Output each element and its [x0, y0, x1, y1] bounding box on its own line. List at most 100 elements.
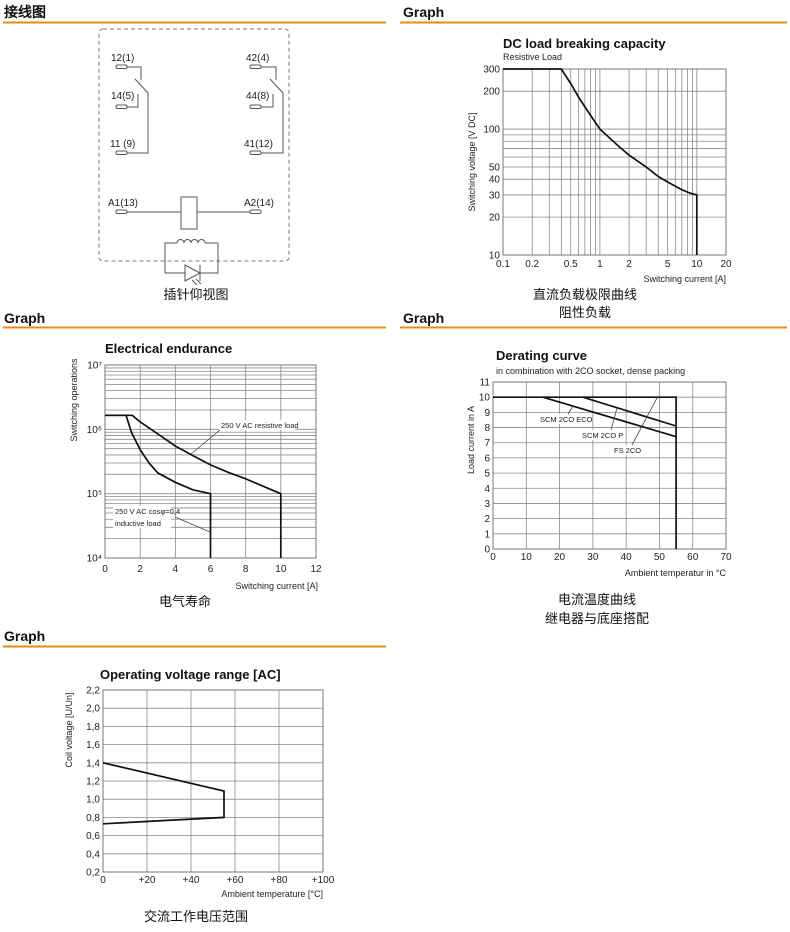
series-line-0: [102, 761, 225, 825]
y-axis-label: Coil voltage [U/Un]: [64, 692, 74, 767]
y-tick-label: 300: [483, 65, 500, 76]
pin-label-11: 11 (9): [110, 139, 135, 150]
derating-caption-1: 电流温度曲线: [558, 592, 636, 608]
x-tick-label: +100: [312, 875, 335, 886]
graph-header-title: Graph: [403, 310, 444, 326]
x-tick-label: 0: [100, 875, 106, 886]
y-tick-label: 30: [489, 190, 501, 201]
y-tick-label: 6: [484, 453, 490, 464]
x-tick-label: +80: [271, 875, 288, 886]
contact-switch-icons: [127, 66, 284, 154]
pin-label-a1: A1(13): [108, 198, 138, 209]
chart-title: DC load breaking capacity: [503, 36, 666, 51]
x-axis-label: Ambient temperatur in °C: [625, 568, 727, 578]
x-tick-label: 0.1: [496, 259, 510, 270]
pin-label-41: 41(12): [244, 139, 273, 150]
x-tick-label: 30: [587, 552, 599, 563]
series-line-0: [105, 414, 282, 558]
y-tick-label: 0,2: [86, 868, 100, 879]
annotation-scm-2co-p: SCM 2CO P: [582, 431, 623, 440]
x-tick-label: +20: [139, 875, 156, 886]
pin-label-12: 12(1): [111, 53, 134, 64]
y-tick-label: 2: [484, 514, 490, 525]
derating-annotations: SCM 2CO ECO SCM 2CO P FS 2CO: [538, 395, 659, 455]
x-axis-label: Switching current [A]: [235, 581, 318, 591]
y-tick-label: 1,8: [86, 722, 100, 733]
dc-caption-2: 阻性负载: [559, 306, 611, 321]
graph-header-title: Graph: [403, 4, 444, 20]
chart-title: Derating curve: [496, 348, 587, 363]
y-tick-label: 0,6: [86, 831, 100, 842]
y-tick-label: 4: [484, 484, 490, 495]
coil-icon: [127, 196, 250, 274]
y-tick-label: 0: [484, 545, 490, 556]
y-axis-label: Switching voltage [V DC]: [467, 112, 477, 211]
plot-frame: [502, 68, 727, 256]
x-tick-label: 10: [521, 552, 533, 563]
annotation-resistive-load: 250 V AC resistive load: [221, 421, 299, 430]
y-tick-label: 7: [484, 438, 490, 449]
section-header-graph-operating: Graph: [3, 628, 386, 648]
x-tick-label: 0.2: [525, 259, 539, 270]
y-tick-label: 10: [479, 393, 491, 404]
x-tick-label: 0: [490, 552, 496, 563]
y-tick-label: 1,0: [86, 795, 100, 806]
x-tick-label: 12: [310, 564, 322, 575]
x-tick-label: 4: [173, 564, 179, 575]
x-tick-label: 20: [720, 259, 732, 270]
annotation-inductive-load: inductive load: [115, 519, 161, 528]
y-tick-label: 3: [484, 499, 490, 510]
x-tick-label: 10: [275, 564, 287, 575]
annotation-leader: [190, 429, 221, 455]
x-tick-label: 0: [102, 564, 108, 575]
endurance-caption: 电气寿命: [159, 594, 211, 610]
y-tick-label: 10⁶: [87, 425, 102, 436]
series-line-0: [493, 396, 677, 549]
x-tick-label: 1: [597, 259, 603, 270]
pin-label-14: 14(5): [111, 91, 134, 102]
relay-outline: [98, 28, 290, 262]
dc-caption-1: 直流负载极限曲线: [533, 288, 637, 303]
plot-frame: [492, 381, 727, 550]
y-tick-label: 1,4: [86, 758, 100, 769]
chart-subtitle: in combination with 2CO socket, dense pa…: [496, 366, 685, 376]
wiring-caption: 插针仰视图: [163, 288, 228, 303]
y-tick-label: 1: [484, 529, 490, 540]
x-tick-label: 20: [554, 552, 566, 563]
endurance-annotations: 250 V AC resistive load 250 V AC cosφ=0,…: [113, 420, 299, 533]
pin-label-44: 44(8): [246, 91, 269, 102]
y-tick-label: 10: [489, 251, 501, 262]
x-tick-label: 40: [621, 552, 633, 563]
annotation-leader: [174, 516, 211, 533]
y-axis-label: Load current in A: [466, 406, 476, 474]
pin-icons: [115, 64, 262, 214]
section-header-graph-derating: Graph: [400, 310, 787, 329]
x-tick-label: 70: [720, 552, 732, 563]
series-line-1: [105, 414, 212, 558]
y-tick-label: 100: [483, 125, 500, 136]
y-tick-label: 2,0: [86, 704, 100, 715]
x-axis-label: Ambient temperature [°C]: [221, 889, 323, 899]
y-tick-label: 1,2: [86, 777, 100, 788]
section-header-graph-endurance: Graph: [3, 310, 386, 329]
section-header-graph-dc: Graph: [400, 4, 787, 24]
chart-title: Operating voltage range [AC]: [100, 667, 281, 682]
y-tick-label: 9: [484, 408, 490, 419]
x-tick-label: +60: [227, 875, 244, 886]
y-tick-label: 11: [480, 378, 491, 389]
pin-label-a2: A2(14): [244, 198, 274, 209]
operating-voltage-chart: 0 +20 +40 +60 +80 +100 0,2 0,4 0,6 0,8 1,0 1,2 1,4 1,…: [64, 667, 335, 899]
y-tick-label: 20: [489, 213, 501, 224]
graph-header-title: Graph: [4, 310, 45, 326]
x-tick-label: 2: [137, 564, 143, 575]
x-tick-label: 2: [626, 259, 632, 270]
y-tick-label: 1,6: [86, 740, 100, 751]
chart-subtitle: Resistive Load: [503, 52, 562, 62]
y-tick-label: 200: [483, 87, 500, 98]
chart-title: Electrical endurance: [105, 341, 232, 356]
x-tick-label: 5: [665, 259, 671, 270]
x-tick-label: +40: [183, 875, 200, 886]
x-tick-label: 10: [691, 259, 703, 270]
annotation-scm-2co-eco: SCM 2CO ECO: [540, 415, 593, 424]
